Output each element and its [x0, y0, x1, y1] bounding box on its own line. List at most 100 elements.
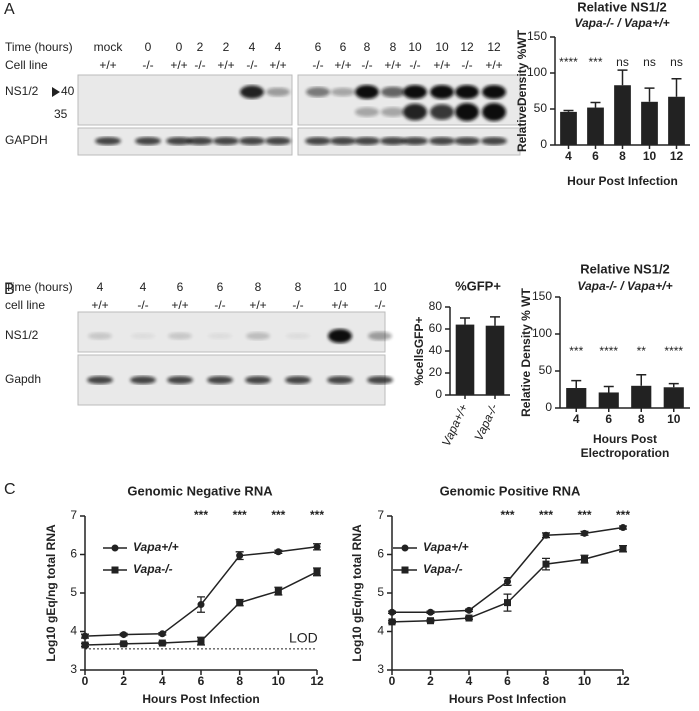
blot-band	[455, 103, 479, 121]
reference-label: LOD	[289, 630, 318, 646]
panel-label: C	[4, 481, 16, 498]
data-point	[504, 599, 511, 607]
y-tick-label: 5	[377, 585, 384, 599]
x-tick-label: 8	[638, 412, 645, 426]
x-tick-label: 8	[619, 149, 626, 163]
error-bar	[590, 101, 601, 108]
data-point	[274, 587, 282, 595]
bar	[614, 85, 631, 145]
blot-cell-line: +/+	[331, 298, 348, 312]
annotation: ***	[539, 508, 553, 522]
annotation: ***	[310, 508, 324, 522]
annotation: ***	[500, 508, 514, 522]
blot-cell-line: +/+	[217, 58, 234, 72]
panel-label: A	[4, 1, 15, 18]
blot-cell-line: +/+	[249, 298, 266, 312]
blot-band	[239, 137, 265, 145]
data-point	[81, 632, 89, 640]
blot-cell-line: +/+	[91, 298, 108, 312]
y-tick-label: 20	[429, 365, 443, 379]
x-tick-label: 2	[120, 674, 127, 688]
blot-cell-line: +/+	[269, 58, 286, 72]
data-point	[619, 524, 627, 532]
blot-band	[305, 137, 331, 145]
annotation: ***	[233, 508, 247, 522]
blot-time: 8	[390, 40, 397, 54]
y-tick-label: 40	[429, 343, 443, 357]
blot-band	[245, 376, 271, 384]
blot-band	[430, 104, 454, 120]
blot-band	[454, 137, 480, 145]
data-point	[236, 599, 244, 607]
error-bar	[636, 373, 647, 386]
blot-cell-line: +/+	[99, 58, 116, 72]
chart-subtitle: Vapa-/- / Vapa+/+	[577, 279, 672, 293]
marker-label: 35	[54, 107, 68, 121]
x-tick-label: 10	[643, 149, 657, 163]
blot-time: 12	[460, 40, 474, 54]
blot-band	[482, 103, 506, 121]
blot-time: mock	[94, 40, 124, 54]
blot-cell-line: +/+	[433, 58, 450, 72]
blot-band	[285, 376, 311, 384]
blot-cell-line: -/-	[461, 58, 472, 72]
x-tick-label: 8	[236, 674, 243, 688]
blot-time: 6	[315, 40, 322, 54]
x-tick-label: 6	[592, 149, 599, 163]
bar	[455, 324, 475, 395]
blot-header: cell line	[5, 298, 45, 312]
y-tick-label: 100	[532, 326, 552, 340]
error-bar	[617, 69, 628, 86]
y-tick-label: 3	[70, 662, 77, 676]
chart-title: Relative NS1/2	[577, 0, 667, 14]
error-bar	[644, 87, 655, 102]
blot-time: 8	[295, 280, 302, 294]
y-axis-title: %cellsGFP+	[412, 316, 426, 385]
blot-band	[167, 376, 193, 384]
marker-arrow	[52, 87, 60, 97]
data-point	[542, 560, 550, 568]
blot-cell-line: +/+	[170, 58, 187, 72]
x-tick-label: 6	[198, 674, 205, 688]
x-tick-label: 4	[565, 149, 572, 163]
x-tick-label: Vapa-/-	[471, 402, 500, 443]
x-tick-label: Vapa+/+	[439, 402, 471, 449]
bar	[668, 96, 685, 145]
data-point	[465, 606, 473, 614]
blot-time: 4	[97, 280, 104, 294]
blot-band	[380, 137, 406, 145]
blot-cell-line: -/-	[246, 58, 257, 72]
blot-band	[402, 137, 428, 145]
data-point	[388, 618, 396, 626]
blot-time: 2	[223, 40, 230, 54]
blot-cell-line: -/-	[142, 58, 153, 72]
marker-label: 40	[61, 84, 75, 98]
x-axis-title: Hour Post Infection	[567, 174, 678, 188]
bar	[598, 392, 619, 408]
blot-band	[131, 332, 155, 340]
blot-band	[455, 85, 479, 99]
x-tick-label: 0	[389, 674, 396, 688]
error-bar	[668, 382, 679, 388]
blot-band	[355, 107, 379, 117]
blot-band	[381, 107, 405, 117]
blot-time: 4	[275, 40, 282, 54]
bar	[587, 107, 604, 145]
blot-band	[246, 332, 270, 340]
annotation: ***	[569, 344, 583, 358]
data-point	[427, 617, 434, 625]
blot-time: 0	[145, 40, 152, 54]
y-tick-label: 50	[539, 363, 553, 377]
y-tick-label: 7	[70, 508, 77, 522]
data-point	[120, 640, 128, 648]
legend-label: Vapa-/-	[423, 562, 463, 576]
blot-cell-line: -/-	[374, 298, 385, 312]
x-tick-label: 10	[667, 412, 681, 426]
x-tick-label: 4	[573, 412, 580, 426]
x-axis-title: Electroporation	[581, 446, 670, 460]
blot-time: 6	[177, 280, 184, 294]
blot-cell-line: -/-	[409, 58, 420, 72]
annotation: ***	[271, 508, 285, 522]
annotation: ***	[194, 508, 208, 522]
